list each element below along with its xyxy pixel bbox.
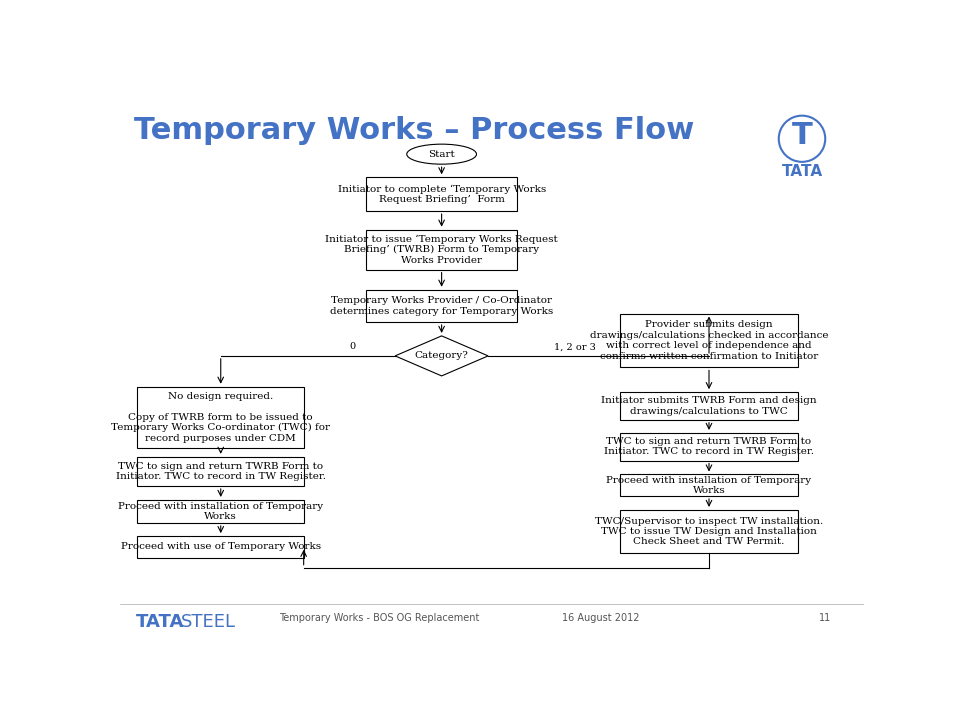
Bar — [620, 392, 798, 420]
Text: TATA: TATA — [135, 613, 184, 631]
Bar — [366, 289, 517, 322]
Text: Proceed with installation of Temporary
Works: Proceed with installation of Temporary W… — [607, 475, 811, 495]
Text: 11: 11 — [819, 613, 831, 623]
Text: TWC to sign and return TWRB Form to
Initiator. TWC to record in TW Register.: TWC to sign and return TWRB Form to Init… — [604, 437, 814, 456]
Bar — [137, 500, 304, 523]
Text: Proceed with use of Temporary Works: Proceed with use of Temporary Works — [121, 542, 321, 552]
Text: Temporary Works - BOS OG Replacement: Temporary Works - BOS OG Replacement — [279, 613, 480, 623]
Text: Initiator to complete ‘Temporary Works
Request Briefing’  Form: Initiator to complete ‘Temporary Works R… — [338, 184, 545, 204]
Bar — [137, 387, 304, 449]
Text: T: T — [792, 121, 812, 150]
Bar — [620, 313, 798, 367]
Text: Category?: Category? — [415, 351, 468, 361]
Text: 16 August 2012: 16 August 2012 — [562, 613, 639, 623]
Text: 1, 2 or 3: 1, 2 or 3 — [554, 342, 596, 351]
Text: TATA: TATA — [781, 163, 823, 179]
Bar — [137, 456, 304, 486]
Bar — [366, 230, 517, 270]
Text: Initiator to issue ‘Temporary Works Request
Briefing’ (TWRB) Form to Temporary
W: Initiator to issue ‘Temporary Works Requ… — [325, 235, 558, 265]
Ellipse shape — [407, 144, 476, 164]
Bar — [366, 177, 517, 211]
Bar — [620, 474, 798, 496]
Text: Proceed with installation of Temporary
Works: Proceed with installation of Temporary W… — [118, 502, 324, 521]
Text: Temporary Works Provider / Co-Ordinator
determines category for Temporary Works: Temporary Works Provider / Co-Ordinator … — [330, 296, 553, 315]
Polygon shape — [396, 336, 488, 376]
Text: Start: Start — [428, 150, 455, 158]
Text: No design required.

Copy of TWRB form to be issued to
Temporary Works Co-ordina: No design required. Copy of TWRB form to… — [111, 392, 330, 443]
Text: Provider submits design
drawings/calculations checked in accordance
with correct: Provider submits design drawings/calcula… — [589, 320, 828, 361]
Text: TWC to sign and return TWRB Form to
Initiator. TWC to record in TW Register.: TWC to sign and return TWRB Form to Init… — [116, 462, 325, 481]
Text: 0: 0 — [349, 342, 355, 351]
Bar — [620, 510, 798, 553]
Text: TWC/Supervisor to inspect TW installation.
TWC to issue TW Design and Installati: TWC/Supervisor to inspect TW installatio… — [595, 516, 823, 546]
Text: Initiator submits TWRB Form and design
drawings/calculations to TWC: Initiator submits TWRB Form and design d… — [601, 396, 817, 415]
Bar — [137, 536, 304, 557]
Text: STEEL: STEEL — [180, 613, 235, 631]
Text: Temporary Works – Process Flow: Temporary Works – Process Flow — [134, 116, 694, 145]
Bar — [620, 433, 798, 461]
